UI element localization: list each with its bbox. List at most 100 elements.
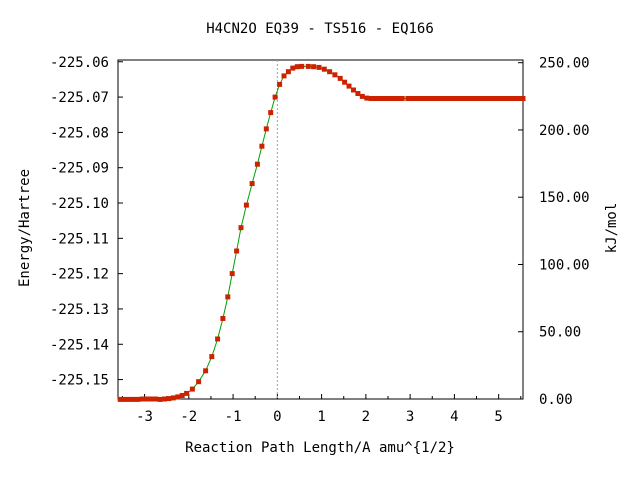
data-point	[225, 294, 231, 300]
data-point	[220, 316, 226, 321]
data-point	[215, 336, 221, 342]
plot-frame	[117, 59, 524, 400]
data-point	[234, 248, 240, 254]
data-point	[170, 395, 176, 401]
data-point	[364, 95, 370, 101]
y-tick-label: -225.06	[50, 55, 109, 71]
data-point	[203, 368, 209, 374]
data-point	[382, 96, 387, 101]
x-tick-label: 3	[406, 409, 414, 425]
y-tick-label: -225.14	[50, 337, 109, 353]
data-point	[196, 379, 202, 385]
data-point	[117, 396, 123, 402]
x-tick-label: 5	[494, 409, 502, 425]
data-point	[507, 96, 513, 101]
data-point	[249, 181, 255, 187]
data-point	[299, 63, 305, 69]
y-tick-label: -225.13	[50, 302, 109, 318]
data-point	[285, 69, 291, 75]
data-point	[445, 96, 451, 101]
chart-axes	[117, 59, 524, 400]
data-point	[498, 96, 504, 101]
y-tick-label: -225.11	[50, 231, 109, 247]
data-point	[305, 63, 311, 69]
data-point	[259, 143, 265, 149]
data-point	[432, 96, 437, 101]
data-point	[346, 83, 352, 89]
data-point	[311, 64, 317, 70]
data-point	[263, 126, 269, 132]
plot-area	[117, 60, 526, 402]
data-point	[189, 386, 195, 392]
data-point	[511, 96, 517, 101]
data-point	[162, 396, 167, 402]
y-tick-label: -225.07	[50, 90, 109, 106]
data-point	[449, 96, 455, 101]
data-point	[395, 96, 401, 101]
y2-tick-label: 200.00	[539, 123, 590, 139]
data-point	[327, 69, 333, 75]
data-point	[440, 96, 446, 101]
x-tick-label: -2	[180, 409, 197, 425]
y-tick-label: -225.15	[50, 373, 109, 389]
data-point	[427, 96, 433, 101]
data-point	[458, 96, 464, 101]
data-point	[229, 271, 235, 277]
data-point	[405, 96, 411, 101]
data-point	[131, 396, 136, 402]
data-point	[342, 79, 348, 85]
data-point	[454, 96, 460, 101]
data-point	[520, 96, 526, 101]
data-point	[126, 396, 132, 402]
data-point	[272, 94, 278, 100]
data-point	[332, 72, 338, 78]
y2-tick-label: 250.00	[539, 56, 590, 72]
data-point	[485, 96, 491, 101]
y2-tick-label: 150.00	[539, 190, 590, 206]
data-point	[144, 396, 150, 402]
data-point	[463, 96, 468, 101]
y-tick-label: -225.08	[50, 125, 109, 141]
x-tick-label: 0	[273, 409, 281, 425]
y2-tick-label: 50.00	[539, 325, 581, 341]
data-point	[294, 64, 300, 70]
data-point	[179, 393, 185, 398]
data-point	[480, 96, 486, 101]
data-point	[166, 396, 172, 402]
x-tick-label: 1	[317, 409, 325, 425]
x-axis-label: Reaction Path Length/A amu^{1/2}	[185, 440, 455, 456]
chart-ticks: -3 -2 -1 0 1 2 3 4 5 -225.06 -225.07 -225.08 -225.09…	[50, 55, 590, 425]
data-point	[268, 110, 274, 116]
data-point	[373, 96, 379, 101]
y2-axis-label: kJ/mol	[604, 203, 620, 254]
chart-title: H4CN2O EQ39 - TS516 - EQ166	[206, 21, 434, 37]
x-tick-label: -3	[136, 409, 153, 425]
data-point	[409, 96, 415, 101]
data-point	[390, 96, 396, 101]
y-tick-label: -225.10	[50, 196, 109, 212]
data-point	[316, 64, 322, 70]
data-point	[368, 96, 374, 101]
y-tick-label: -225.12	[50, 267, 109, 283]
data-point	[175, 394, 181, 400]
y-axis-label: Energy/Hartree	[17, 169, 33, 287]
data-point	[153, 396, 159, 402]
data-point	[277, 81, 283, 87]
data-point	[399, 96, 405, 101]
data-point	[493, 96, 499, 101]
data-point	[254, 161, 260, 167]
data-point	[502, 96, 508, 101]
data-point	[489, 96, 495, 101]
data-point	[359, 93, 365, 99]
data-point	[423, 96, 429, 101]
data-point	[157, 396, 163, 402]
data-point	[281, 73, 287, 79]
data-point	[122, 396, 128, 402]
data-point	[337, 75, 343, 81]
data-point	[436, 96, 442, 101]
data-point	[516, 96, 522, 101]
data-point	[386, 96, 392, 101]
data-point	[355, 91, 361, 96]
y2-tick-label: 100.00	[539, 257, 590, 273]
